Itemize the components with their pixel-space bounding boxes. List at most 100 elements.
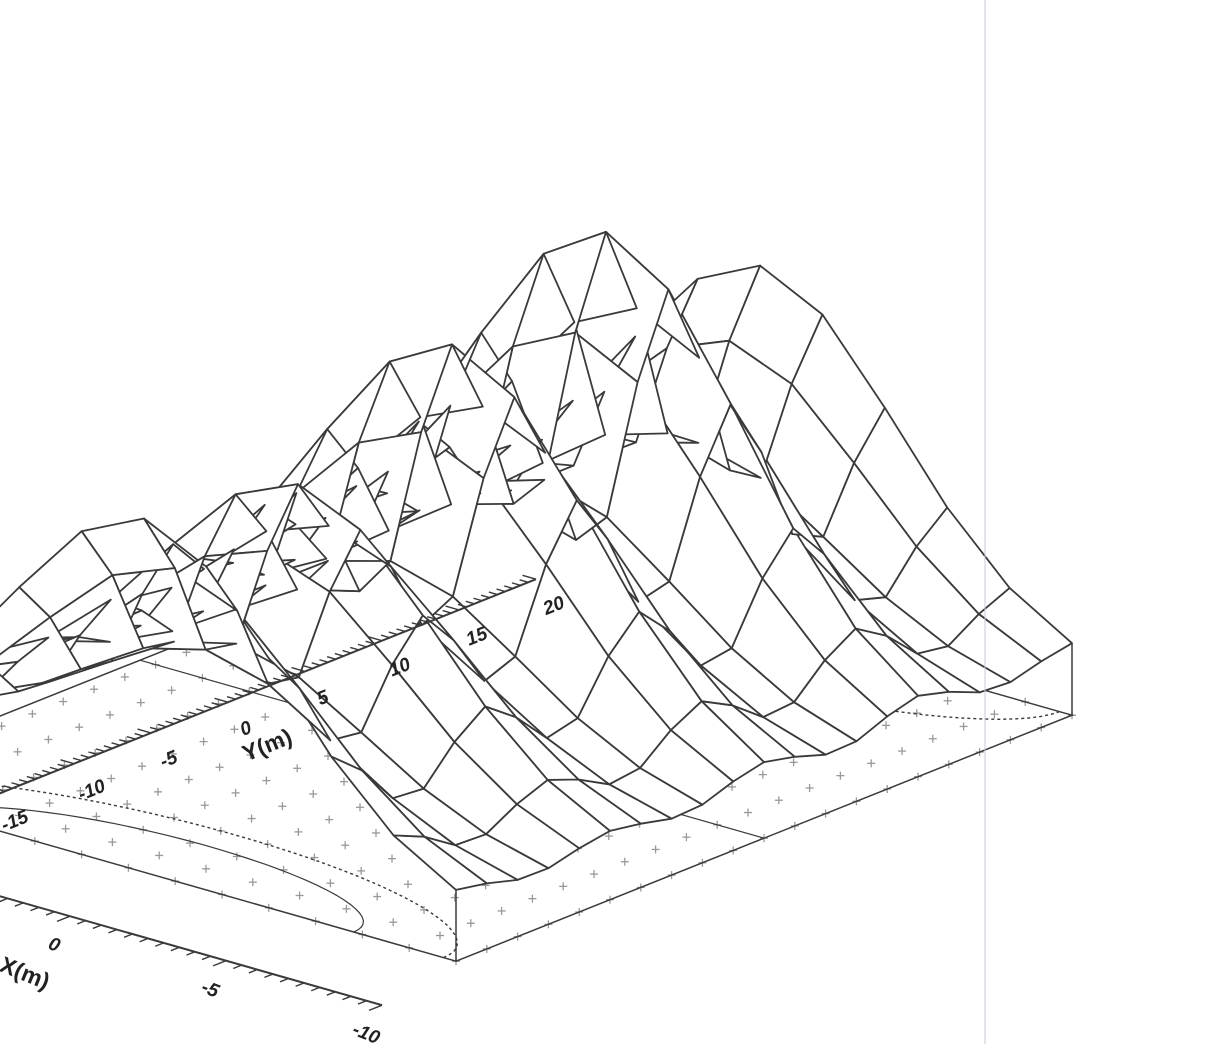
x-axis-tick: [201, 955, 211, 961]
floor-marker: [155, 851, 164, 860]
y-axis-tick: [0, 789, 5, 793]
floor-marker: [76, 786, 85, 795]
floor-marker: [293, 764, 302, 773]
floor-marker: [651, 845, 660, 854]
floor-marker: [497, 906, 506, 915]
x-axis-tick: [279, 977, 289, 983]
floor-marker: [836, 771, 845, 780]
y-axis-tick: [172, 717, 182, 722]
floor-marker: [231, 788, 240, 797]
floor-marker: [620, 857, 629, 866]
y-axis-tick: [18, 779, 28, 783]
floor-marker: [90, 685, 98, 694]
floor-marker: [373, 892, 382, 901]
floor-marker: [898, 747, 906, 756]
y-tick-label: -10: [75, 776, 109, 806]
floor-marker: [326, 879, 335, 888]
x-axis-tick: [232, 964, 242, 970]
x-axis-tick: [30, 906, 40, 912]
y-axis-tick: [49, 766, 59, 771]
y-axis-tick: [326, 656, 336, 660]
y-axis-tick: [288, 671, 298, 676]
y-axis-tick: [203, 705, 213, 710]
y-axis-tick: [442, 609, 452, 614]
floor-marker: [295, 891, 304, 900]
floor-marker: [604, 832, 613, 841]
y-axis-tick: [34, 772, 44, 777]
x-axis-tick: [154, 942, 164, 947]
x-axis-tick: [45, 911, 55, 916]
x-axis-tick: [139, 937, 149, 943]
floor-marker: [357, 866, 366, 875]
y-axis-tick: [419, 619, 429, 623]
y-tick-label: -5: [157, 747, 181, 773]
floor-marker: [202, 864, 210, 873]
floor-marker: [45, 799, 54, 808]
x-axis-tick: [123, 933, 133, 938]
floor-marker: [990, 710, 999, 719]
floor-marker: [341, 841, 350, 850]
floor-contour: [0, 807, 365, 933]
floor-marker: [184, 775, 193, 784]
x-axis-tick: [264, 973, 274, 979]
floor-marker: [356, 803, 364, 812]
x-axis-tick: [295, 982, 305, 987]
y-axis-tick: [257, 683, 267, 688]
y-axis-tick: [234, 692, 244, 697]
floor-marker: [246, 750, 255, 759]
y-axis-tick: [214, 697, 229, 703]
floor-marker: [309, 789, 318, 798]
y-axis-tick: [226, 695, 236, 700]
floor-marker: [13, 747, 22, 756]
floor-marker: [199, 737, 208, 746]
floor-marker: [136, 698, 145, 707]
y-axis-tick: [103, 745, 113, 749]
y-axis-tick: [357, 643, 367, 648]
floor-marker: [200, 801, 209, 810]
floor-marker: [170, 813, 178, 822]
y-axis-tick: [303, 665, 313, 670]
y-axis-tick: [88, 751, 98, 756]
floor-contour: [0, 785, 459, 959]
y-axis-tick: [511, 582, 521, 587]
y-axis-tick: [72, 757, 82, 762]
y-axis-tick: [95, 748, 105, 753]
floor-marker: [61, 824, 70, 833]
floor-marker: [0, 722, 6, 731]
x-axis-tick: [92, 924, 102, 930]
y-axis-tick: [350, 646, 360, 651]
y-axis-tick: [211, 702, 221, 706]
y-axis-tick: [126, 735, 136, 740]
floor-marker: [389, 918, 398, 927]
y-axis-tick: [134, 732, 144, 737]
floor-marker: [882, 721, 890, 730]
y-axis-tick: [522, 574, 537, 580]
y-axis-tick: [3, 785, 13, 789]
floor-marker: [943, 696, 952, 705]
floor-marker: [186, 839, 194, 848]
y-axis-tick: [242, 689, 252, 694]
y-axis-tick: [291, 666, 306, 673]
y-axis-tick: [403, 625, 413, 630]
y-axis-tick: [42, 769, 52, 774]
floor-marker: [168, 749, 177, 758]
floor-marker: [928, 734, 937, 743]
floor-marker: [590, 870, 598, 879]
floor-marker: [75, 723, 84, 732]
floor-marker: [92, 812, 101, 821]
y-axis-tick: [519, 579, 529, 583]
x-axis-tick: [212, 960, 227, 967]
floor-marker: [108, 838, 117, 847]
wireframe-surface: [0, 230, 1073, 891]
surface-cell: [0, 586, 51, 656]
floor-marker: [120, 672, 129, 681]
floor-marker: [404, 880, 412, 889]
y-axis-tick: [465, 600, 475, 605]
y-axis-tick: [396, 628, 406, 633]
floor-marker: [805, 783, 814, 792]
floor-marker: [215, 763, 224, 772]
floor-marker: [867, 759, 876, 768]
x-axis-tick: [108, 928, 118, 934]
x-axis-tick: [326, 991, 336, 996]
